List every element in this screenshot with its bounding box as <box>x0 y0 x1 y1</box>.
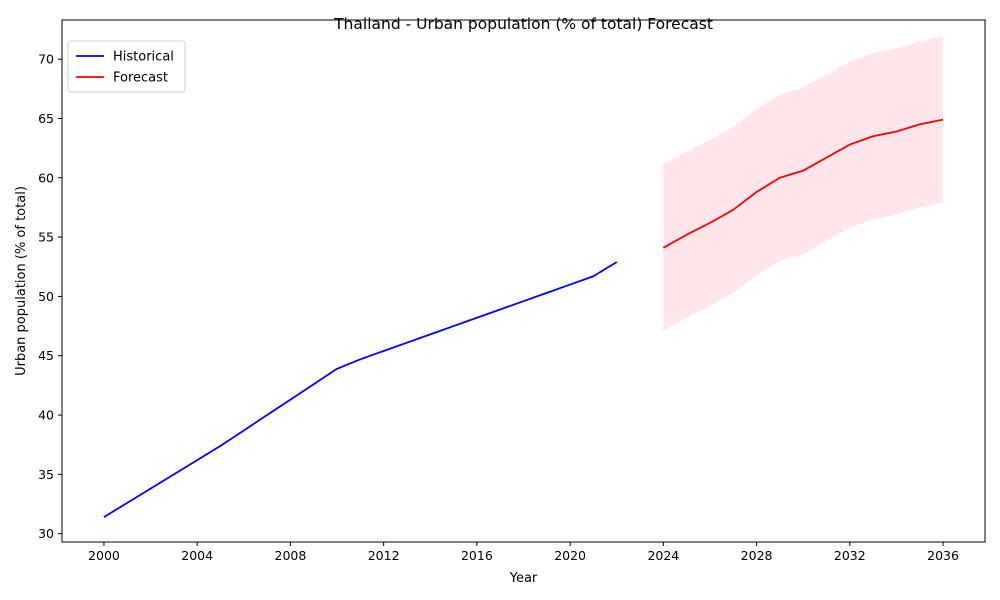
x-axis-title: Year <box>509 571 538 586</box>
y-tick-label: 45 <box>38 348 54 363</box>
forecast-series-line <box>662 118 944 249</box>
y-axis-title: Urban population (% of total) <box>14 186 29 376</box>
x-tick-label: 2036 <box>927 548 959 563</box>
x-tick-label: 2016 <box>461 548 493 563</box>
y-tick-label: 65 <box>38 111 54 126</box>
x-tick-label: 2004 <box>181 548 213 563</box>
legend: Historical Forecast <box>67 40 186 93</box>
x-tick-label: 2008 <box>275 548 307 563</box>
historical-series-line <box>103 261 618 518</box>
x-tick-label: 2000 <box>88 548 120 563</box>
chart-title: Thailand - Urban population (% of total)… <box>333 15 713 33</box>
x-tick-label: 2028 <box>741 548 773 563</box>
y-tick-label: 60 <box>38 170 54 185</box>
legend-label-forecast: Forecast <box>113 71 168 86</box>
legend-box <box>67 40 186 93</box>
x-tick-label: 2024 <box>647 548 679 563</box>
plot-frame <box>61 19 986 543</box>
x-tick-label: 2012 <box>368 548 400 563</box>
y-tick-label: 50 <box>38 289 54 304</box>
y-tick-label: 30 <box>38 526 54 541</box>
forecast-confidence-band <box>663 36 944 331</box>
y-tick-label: 40 <box>38 408 54 423</box>
legend-label-historical: Historical <box>113 50 174 65</box>
y-tick-label: 70 <box>38 52 54 67</box>
x-tick-label: 2032 <box>834 548 866 563</box>
x-tick-label: 2020 <box>554 548 586 563</box>
y-tick-label: 55 <box>38 230 54 245</box>
y-tick-label: 35 <box>38 467 54 482</box>
